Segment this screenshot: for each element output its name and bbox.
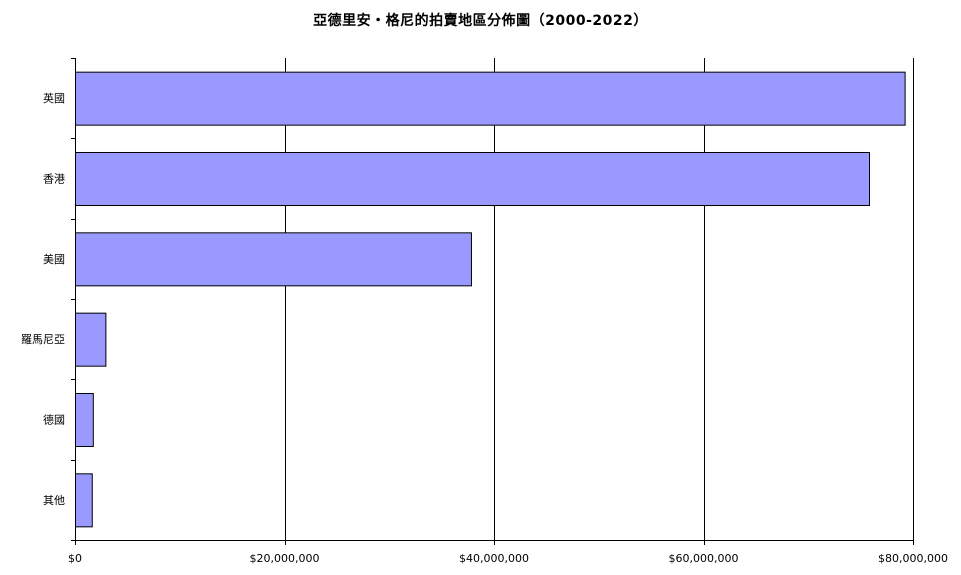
x-tick-label: $80,000,000 [878,552,948,565]
bars [75,71,906,528]
y-tick-label: 德國 [43,413,65,427]
chart-title: 亞德里安・格尼的拍賣地區分佈圖（2000-2022） [313,13,648,29]
y-tick-label: 英國 [43,91,65,105]
x-tick-label: $0 [68,552,82,565]
y-tick-label: 美國 [43,253,65,266]
x-tick-labels: $0 $20,000,000 $40,000,000 $60,000,000 $80,0… [68,552,948,565]
x-tick-label: $40,000,000 [459,552,529,565]
axes [71,58,914,545]
bar [75,151,871,207]
x-tick-label: $60,000,000 [669,552,739,565]
y-tick-label: 其他 [43,494,65,507]
bar [75,473,93,528]
y-tick-label: 羅馬尼亞 [21,333,65,346]
x-tick-label: $20,000,000 [250,552,320,565]
bar [75,232,472,287]
bar [75,392,94,448]
bar [75,312,107,367]
gridlines [285,58,914,540]
bar [75,71,906,126]
y-tick-label: 香港 [43,173,65,186]
